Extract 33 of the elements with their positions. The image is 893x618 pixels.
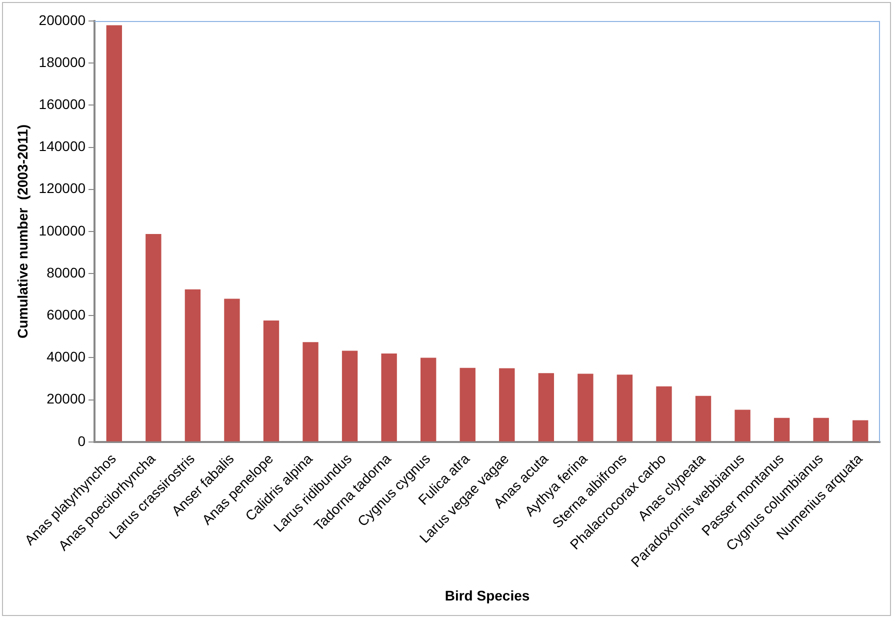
bar <box>852 420 868 442</box>
bar <box>616 374 633 442</box>
bar <box>695 396 712 442</box>
bar <box>420 358 436 442</box>
y-tick-label: 20000 <box>46 390 86 407</box>
bar <box>734 410 750 442</box>
bar <box>263 320 280 442</box>
y-tick-label: 200000 <box>38 12 86 28</box>
y-tick-label: 80000 <box>46 264 86 280</box>
bar <box>106 25 122 442</box>
bar <box>499 368 515 442</box>
x-axis-title: Bird Species <box>444 587 530 604</box>
y-tick-label: 120000 <box>38 180 86 196</box>
bar <box>538 373 554 442</box>
y-tick-label: 160000 <box>38 96 86 112</box>
bar <box>460 368 476 442</box>
bar <box>184 289 201 442</box>
bar <box>578 374 594 442</box>
y-tick-label: 60000 <box>46 306 86 322</box>
y-axis-title: Cumulative number (2003-2011) <box>14 124 30 338</box>
bar <box>342 350 358 442</box>
bar <box>774 418 790 442</box>
y-tick-label: 40000 <box>46 348 86 365</box>
bar <box>381 354 397 442</box>
bar <box>146 234 162 442</box>
y-tick-label: 0 <box>78 432 86 449</box>
y-tick-label: 100000 <box>38 222 86 238</box>
bar <box>302 342 318 442</box>
bar <box>224 298 240 442</box>
y-tick-label: 140000 <box>38 138 86 154</box>
y-tick-label: 180000 <box>38 54 86 70</box>
bar <box>656 386 672 442</box>
bar <box>813 418 829 442</box>
